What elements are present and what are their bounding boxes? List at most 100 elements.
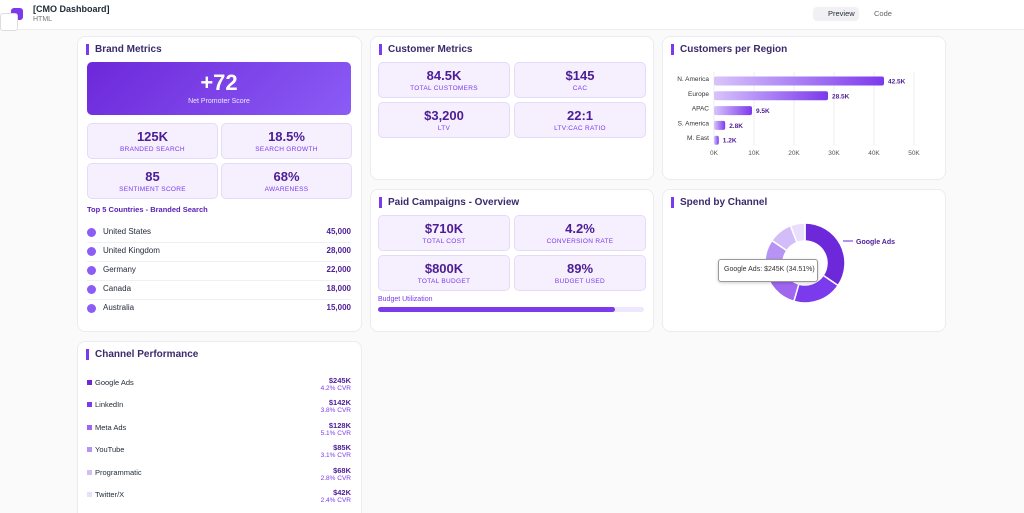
app-header [0,0,1024,30]
country-name: Germany [103,265,136,274]
stat-label: TOTAL BUDGET [417,278,471,285]
legend-swatch [87,469,92,475]
stat-label: BUDGET USED [554,278,606,285]
card-title: Customers per Region [671,44,787,55]
stat-value: 22:1 [566,108,594,123]
segment-label: Google Ads [856,239,895,246]
stat-label: LTV [437,125,451,132]
stat-value: $800K [424,261,464,276]
y-tick-label: M. East [687,135,709,142]
stat-label: CAC [572,85,588,92]
stat-value: 125K [136,129,169,144]
stat-box: 68% AWARENESS [221,163,352,199]
country-name: Australia [103,303,135,312]
stat-box: $3,200 LTV [378,102,510,138]
channel-name: LinkedIn [95,400,124,410]
stat-value: 18.5% [268,129,305,144]
channel-cvr: 4.2% CVR [320,385,351,392]
country-value: 15,000 [326,303,351,312]
legend-swatch [87,402,92,408]
stat-value: $3,200 [424,108,464,123]
preview-label[interactable]: Preview [828,9,855,18]
preview-tab[interactable] [813,7,859,21]
bar [714,76,884,86]
channel-name: Meta Ads [95,422,127,432]
stat-box: $800K TOTAL BUDGET [378,255,510,291]
stat-value: 85 [145,169,160,184]
stat-box: $145 CAC [514,62,646,98]
flag [87,266,96,275]
card-title: Customer Metrics [379,44,472,55]
donut-segment [789,222,806,244]
stat-value: 4.2% [565,221,595,236]
code-tab[interactable]: Code [874,9,892,18]
tooltip-text: Google Ads: $245K (34.51%) [724,266,815,273]
value-label: 28.5K [832,93,850,100]
x-tick-label: 0K [710,150,719,157]
country-name: United Kingdom [103,246,160,255]
stat-box: 85 SENTIMENT SCORE [87,163,218,199]
stat-label: BRANDED SEARCH [120,146,185,153]
flag [87,247,96,256]
stat-label: TOTAL CUSTOMERS [410,85,478,92]
legend-swatch [87,492,92,497]
stat-box: 84.5K TOTAL CUSTOMERS [378,62,510,98]
stat-label: AWARENESS [264,186,309,193]
bar [714,106,752,116]
budget-track [378,307,644,312]
stat-value: 84.5K [426,68,462,83]
hero-label: Net Promoter Score [188,98,250,105]
y-tick-label: N. America [677,76,709,83]
y-tick-label: S. America [678,120,710,127]
flag [87,228,96,237]
card [77,341,362,513]
flag [87,304,96,313]
card-title: Brand Metrics [86,44,162,55]
value-label: 9.5K [756,108,770,115]
value-label: 42.5K [888,79,906,86]
sidebar-toggle[interactable] [0,13,18,31]
channel-cvr: 3.1% CVR [320,452,351,460]
stat-box: 4.2% CONVERSION RATE [514,215,646,251]
stat-value: 68% [273,169,300,184]
region-chart: 0K 10K 20K 30K 40K 50K N. America 42.5K Europe 28… [677,72,920,157]
channel-name: Programmatic [95,467,142,477]
hero-value: +72 [200,70,238,95]
channel-cvr: 5.1% CVR [320,429,351,437]
section-title: Top 5 Countries - Branded Search [87,205,208,214]
app-title: [CMO Dashboard] [33,4,110,14]
hero-box: +72 Net Promoter Score [87,62,351,115]
tooltip: Google Ads: $245K (34.51%) [718,259,818,282]
channel-spend: $128K [328,420,351,430]
divider [87,261,351,262]
app-subtitle: HTML [33,16,53,23]
country-value: 28,000 [326,246,351,255]
stat-label: SEARCH GROWTH [255,146,318,153]
stat-label: LTV:CAC RATIO [554,125,606,132]
stat-label: TOTAL COST [422,238,466,245]
stat-box: $710K TOTAL COST [378,215,510,251]
divider [87,242,351,243]
channel-cvr: 2.4% CVR [320,497,351,504]
channel-cvr: 2.8% CVR [320,474,351,482]
legend-swatch [87,424,92,430]
divider [87,280,351,281]
stat-value: $710K [424,221,464,236]
channel-name: Twitter/X [95,490,125,499]
budget-label: Budget Utilization [378,296,433,303]
legend-swatch [87,447,92,453]
country-name: United States [103,227,152,236]
channel-spend: $245K [328,376,351,385]
x-tick-label: 30K [828,150,840,157]
stat-box: 22:1 LTV:CAC RATIO [514,102,646,138]
y-tick-label: Europe [688,91,709,98]
stat-label: SENTIMENT SCORE [119,186,186,193]
channel-cvr: 3.8% CVR [320,407,351,415]
stat-value: $145 [565,68,595,83]
flag [87,285,96,294]
bar [714,120,726,130]
country-name: Canada [103,284,132,293]
country-value: 22,000 [326,265,351,274]
channel-spend: $142K [328,398,351,408]
